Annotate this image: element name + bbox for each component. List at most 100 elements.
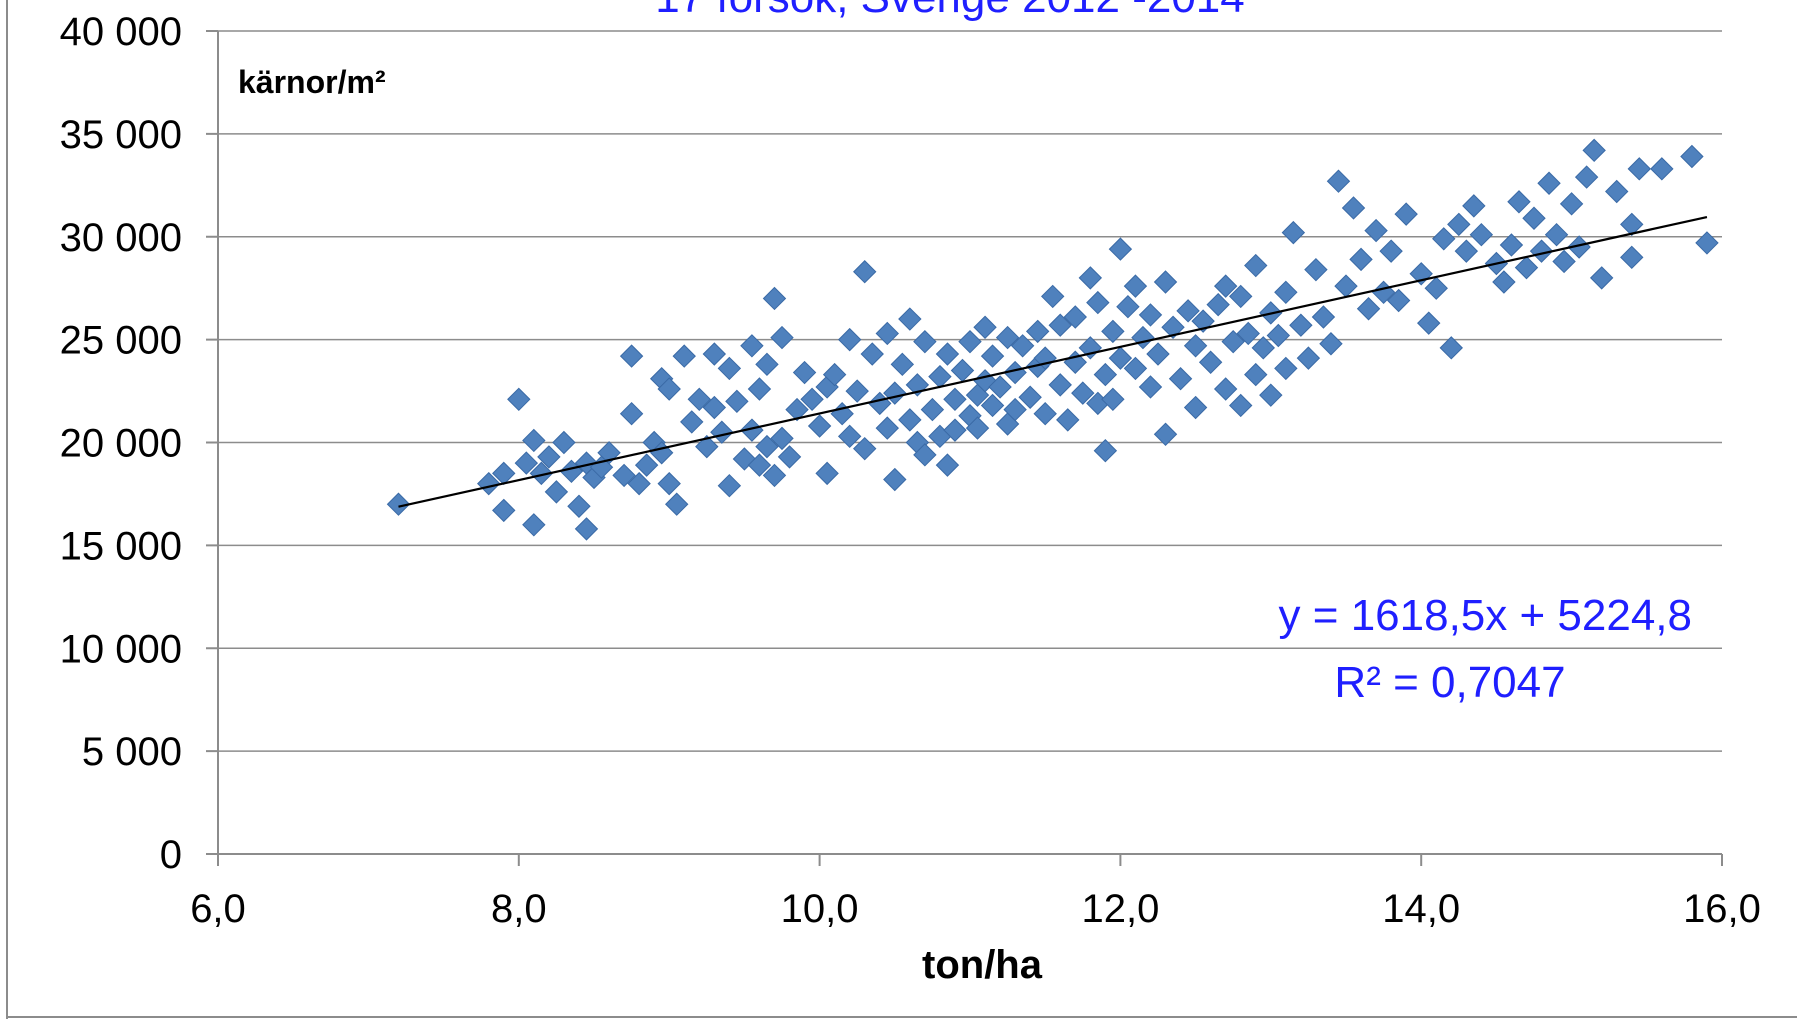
scatter-point [1274, 356, 1298, 381]
scatter-point [1574, 165, 1599, 189]
gridlines [218, 30, 1722, 752]
scatter-point [1319, 332, 1343, 356]
trendline [398, 215, 1708, 508]
scatter-point [913, 329, 937, 354]
chart-title: 17 försök, Sverige 2012 -2014 [655, 0, 1245, 22]
scatter-point [1153, 422, 1178, 446]
scatter-point [1447, 212, 1471, 237]
scatter-point [1432, 227, 1456, 251]
scatter-point [1025, 319, 1050, 344]
scatter-point [1695, 231, 1719, 255]
x-axis-title: ton/ha [922, 943, 1043, 987]
scatter-point [837, 424, 862, 449]
scatter-point [1334, 274, 1358, 298]
scatter-point [755, 434, 779, 459]
scatter-point [1522, 206, 1546, 230]
scatter-point [1514, 255, 1539, 280]
scatter-point [1041, 284, 1065, 309]
scatter-point [702, 342, 727, 366]
scatter-point [544, 480, 569, 504]
scatter-point [1101, 387, 1125, 411]
scatter-point [770, 325, 794, 350]
scatter-point [1138, 375, 1163, 399]
scatter-point [1183, 395, 1208, 420]
scatter-point [1146, 342, 1170, 366]
scatter-point [634, 453, 659, 477]
scatter-point [1206, 292, 1230, 317]
data-points [386, 138, 1719, 541]
scatter-point [1176, 299, 1200, 323]
scatter-point [1086, 290, 1110, 315]
scatter-point [717, 474, 742, 498]
scatter-point [1627, 157, 1651, 181]
scatter-point [1386, 288, 1411, 313]
scatter-point [552, 430, 576, 455]
scatter-point [1221, 329, 1245, 354]
x-tick-label: 8,0 [491, 887, 547, 931]
scatter-point [1341, 196, 1366, 220]
scatter-point [1589, 266, 1614, 290]
scatter-point [1138, 303, 1163, 327]
scatter-point [845, 379, 869, 403]
scatter-point [1108, 237, 1133, 261]
y-tick-label: 30 000 [60, 216, 182, 260]
scatter-point [612, 463, 636, 488]
scatter-point [717, 356, 742, 381]
scatter-point [1048, 373, 1072, 397]
scatter-point [762, 286, 787, 311]
scatter-point [1093, 439, 1118, 463]
scatter-point [1198, 350, 1223, 374]
scatter-point [522, 513, 546, 537]
scatter-point [1056, 408, 1080, 432]
y-tick-label: 5 000 [82, 730, 182, 774]
scatter-point [920, 397, 945, 422]
scatter-point [995, 325, 1020, 350]
scatter-point [792, 360, 817, 385]
scatter-point [1620, 212, 1644, 237]
scatter-point [875, 416, 899, 440]
scatter-point [755, 352, 779, 377]
scatter-point [507, 387, 531, 411]
scatter-point [574, 517, 599, 541]
x-tick-label: 10,0 [781, 887, 859, 931]
scatter-point [1417, 311, 1441, 335]
scatter-point [657, 471, 681, 496]
scatter-point [672, 344, 696, 368]
scatter-point [1529, 239, 1554, 263]
scatter-point [837, 327, 862, 352]
scatter-point [1326, 169, 1351, 193]
scatter-point [1537, 171, 1561, 195]
scatter-point [665, 492, 689, 516]
y-tick-label: 10 000 [60, 627, 182, 671]
scatter-point [883, 467, 907, 492]
scatter-point [898, 408, 922, 432]
scatter-point [1116, 294, 1140, 319]
scatter-point [1229, 284, 1253, 309]
scatter-point [860, 342, 884, 366]
y-tick-label: 40 000 [60, 10, 182, 54]
scatter-point [567, 494, 591, 518]
scatter-point [958, 329, 982, 354]
scatter-point [492, 498, 516, 523]
scatter-point [973, 315, 997, 339]
scatter-point [1507, 190, 1531, 214]
scatter-point [680, 410, 704, 434]
scatter-point [1161, 315, 1185, 339]
scatter-point [619, 401, 644, 426]
scatter-point [1183, 334, 1208, 358]
scatter-point [1078, 266, 1103, 290]
scatter-point [537, 445, 561, 469]
scatter-point [1168, 367, 1193, 391]
trendline-equation: y = 1618,5x + 5224,8 [1279, 591, 1692, 640]
x-tick-label: 12,0 [1081, 887, 1159, 931]
scatter-point [619, 344, 644, 368]
scatter-point [1063, 305, 1087, 329]
scatter-point [1281, 220, 1306, 245]
y-tick-label: 20 000 [60, 422, 182, 466]
scatter-point [1131, 325, 1155, 350]
scatter-point [1650, 157, 1674, 181]
scatter-point [1499, 233, 1524, 257]
scatter-point [1379, 239, 1403, 263]
x-tick-label: 14,0 [1382, 887, 1460, 931]
